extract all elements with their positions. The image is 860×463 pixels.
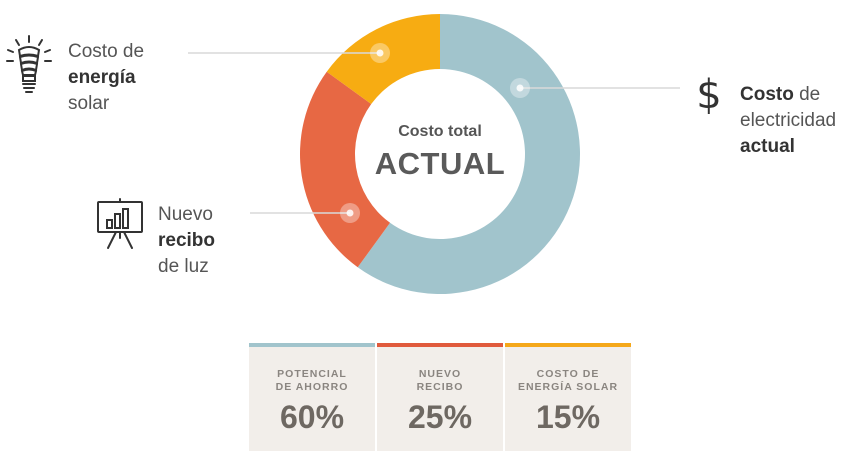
solar-label-line3: solar — [68, 93, 110, 114]
presentation-chart-icon — [97, 198, 143, 249]
card-savings-bar — [249, 343, 375, 347]
electricity-label-line3: actual — [740, 136, 795, 157]
donut-slice-nuevo-recibo — [299, 71, 391, 268]
card-savings-caption-line1: POTENCIAL — [277, 368, 347, 380]
card-bill-bar — [377, 343, 503, 347]
card-bill-caption: NUEVO RECIBO — [381, 368, 499, 394]
donut-slice-potencial-de-ahorro — [357, 14, 580, 295]
card-solar-bar — [505, 343, 631, 347]
marker-electricity — [510, 78, 530, 98]
summary-cards: POTENCIAL DE AHORRO 60% NUEVO RECIBO 25%… — [249, 343, 631, 451]
card-bill-caption-line2: RECIBO — [416, 381, 464, 393]
bill-label-bold: recibo — [158, 230, 216, 251]
card-solar-caption-line1: COSTO DE — [536, 368, 600, 380]
card-solar-value: 15% — [535, 399, 601, 435]
dollar-icon: $ — [696, 72, 721, 116]
electricity-label-bold: Costo — [740, 84, 794, 105]
card-solar: COSTO DE ENERGÍA SOLAR 15% — [505, 343, 631, 451]
electricity-label-de: de — [793, 84, 821, 105]
bill-label: Nuevo recibo de luz — [158, 202, 215, 280]
marker-bill — [340, 203, 360, 223]
donut-chart — [188, 14, 680, 295]
solar-label-line1: Costo de — [68, 41, 145, 62]
marker-solar — [370, 43, 390, 63]
donut-center-title: ACTUAL — [374, 146, 506, 181]
card-solar-caption-line2: ENERGÍA SOLAR — [517, 381, 619, 393]
card-solar-caption: COSTO DE ENERGÍA SOLAR — [509, 368, 627, 394]
electricity-label-line2: electricidad — [740, 110, 837, 131]
bill-label-line1: Nuevo — [158, 204, 213, 225]
card-savings-caption-line2: DE AHORRO — [275, 381, 349, 393]
bill-label-line3: de luz — [158, 256, 209, 277]
card-bill-value: 25% — [407, 399, 473, 435]
svg-text:$: $ — [696, 72, 721, 116]
donut-center-subtitle: Costo total — [398, 123, 482, 140]
card-bill: NUEVO RECIBO 25% — [377, 343, 503, 451]
electricity-label: Costo de electricidad actual — [740, 82, 836, 160]
solar-label: Costo de energía solar — [68, 39, 144, 117]
donut-slice-costo-de-energ-a-solar — [326, 14, 440, 105]
card-savings: POTENCIAL DE AHORRO 60% — [249, 343, 375, 451]
card-savings-value: 60% — [279, 399, 345, 435]
solar-label-bold: energía — [68, 67, 136, 88]
card-bill-caption-line1: NUEVO — [418, 368, 462, 380]
lightbulb-icon — [6, 35, 52, 93]
electricity-label-line1: Costo de — [740, 82, 836, 108]
card-savings-caption: POTENCIAL DE AHORRO — [253, 368, 371, 394]
